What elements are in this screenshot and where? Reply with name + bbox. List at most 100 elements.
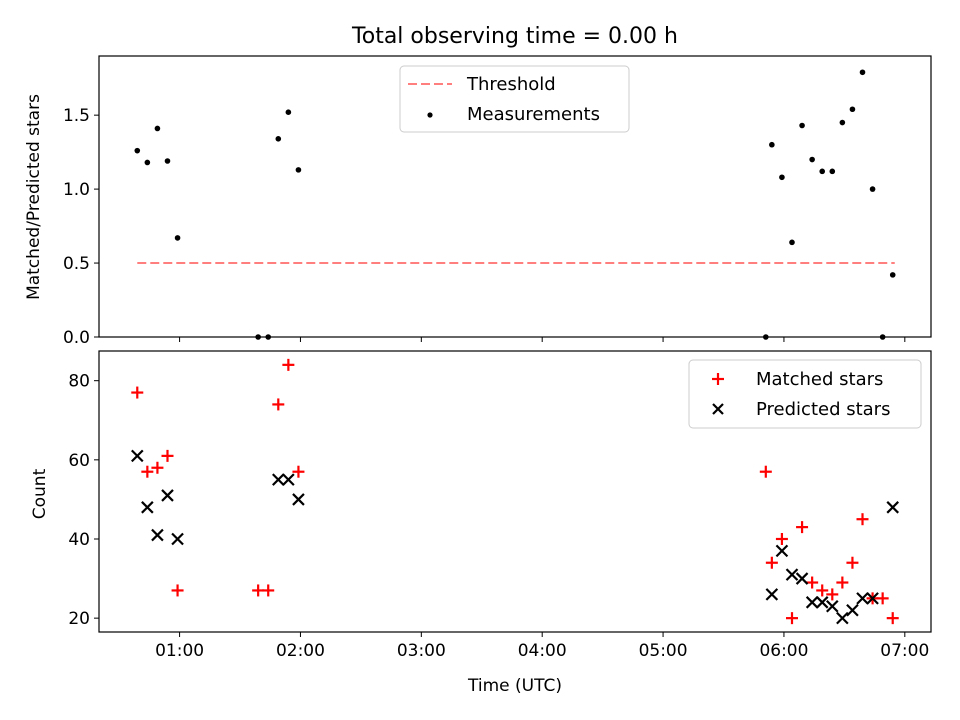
matched-stars-point [141,465,154,478]
predicted-stars-point [846,603,859,617]
ratio-axes: 0.0 0.5 1.0 1.5 [63,106,906,348]
predicted-stars-point [886,501,900,514]
predicted-stars-point [151,528,164,542]
measurements-point [779,174,785,181]
count-axes: 01:00 02:00 03:00 04:00 05:00 06:00 07:00 20 40 6… [68,372,929,661]
legend-matched-swatch [712,373,724,385]
matched-stars-point [282,358,295,371]
measurements-point [769,141,775,148]
count-axes-frame [98,350,932,633]
predicted-stars-point [272,473,285,486]
matched-stars-point [759,465,772,478]
ratio-legend-box [399,65,630,133]
legend-matched-label: Matched stars [756,369,883,390]
count-legend: Matched stars Predicted stars [688,359,922,429]
matched-stars-point [836,576,849,589]
count-y-tick-label: 20 [68,609,90,629]
matched-stars-point [171,584,184,597]
matched-stars-point [775,532,788,545]
ratio-legend: Threshold Measurements [399,65,630,133]
measurements-point [859,69,866,76]
measurements-point [819,168,826,175]
ratio-y-tick-label: 1.5 [63,106,90,126]
matched-stars-point [252,584,265,597]
x-tick-label: 06:00 [759,641,808,661]
matched-stars-point [765,556,778,569]
matched-stars-point [131,386,144,399]
x-tick-label: 05:00 [639,641,688,661]
measurements-point [849,106,856,113]
count-plot-area [130,358,900,625]
count-y-tick-label: 40 [68,530,90,550]
legend-measurements-swatch [427,112,433,118]
predicted-stars-point [141,501,154,514]
measurements-point [809,156,815,163]
measurements-point [295,167,302,173]
matched-stars-point [876,592,889,605]
legend-threshold-label: Threshold [466,74,556,95]
matched-stars-point [262,584,275,597]
predicted-stars-point [785,568,799,581]
x-tick-label: 02:00 [276,641,325,661]
legend-predicted-label: Predicted stars [756,399,890,420]
measurements-point [829,168,836,175]
ratio-y-tick-label: 0.0 [63,328,90,348]
ratio-y-axis-label: Matched/Predicted stars [24,94,44,300]
predicted-stars-point [765,588,779,601]
x-tick-label: 07:00 [880,641,929,661]
legend-predicted-swatch [712,403,724,415]
predicted-stars-point [856,592,869,605]
measurements-point [889,272,896,278]
predicted-stars-point [171,532,184,546]
matched-stars-point [886,612,899,625]
count-y-tick-label: 60 [68,451,90,471]
x-tick-label: 03:00 [397,641,446,661]
predicted-stars-point [775,544,789,558]
ratio-y-tick-label: 1.0 [63,180,90,200]
matched-stars-point [826,588,839,601]
predicted-stars-point [826,599,839,613]
matched-stars-point [846,556,859,569]
ratio-axes-frame [98,55,932,338]
matched-stars-point [272,398,285,411]
measurements-point [164,158,171,164]
count-y-axis-label: Count [30,468,50,519]
matched-stars-point [856,513,869,526]
x-tick-label: 01:00 [155,641,204,661]
measurements-point [789,239,795,246]
count-legend-box [688,359,922,429]
chart-title: Total observing time = 0.00 h [351,24,678,49]
measurements-point [144,159,151,166]
measurements-point [285,109,292,115]
predicted-stars-point [292,493,305,506]
count-y-tick-label: 80 [68,372,90,392]
matched-stars-point [785,612,798,625]
matched-stars-point [151,461,164,474]
matched-stars-point [796,521,809,534]
measurements-point [154,125,161,132]
measurements-point [174,235,181,241]
measurements-point [275,136,282,142]
predicted-stars-point [130,449,144,463]
x-tick-label: 04:00 [518,641,567,661]
matched-stars-point [816,584,829,597]
predicted-stars-point [836,611,849,625]
measurements-point [839,119,846,126]
ratio-panel: 0.0 0.5 1.0 1.5 Matched/Predicted stars Thr… [24,55,932,348]
predicted-stars-point [866,592,879,605]
measurements-point [869,186,876,192]
predicted-stars-point [815,596,829,609]
measurements-point [134,147,141,154]
x-axis-label: Time (UTC) [467,676,562,696]
count-panel: 01:00 02:00 03:00 04:00 05:00 06:00 07:00 20 40 6… [30,350,932,696]
measurements-point [799,122,805,129]
matched-stars-point [806,576,819,589]
legend-measurements-label: Measurements [467,104,600,125]
matched-stars-point [161,449,174,462]
matched-stars-point [292,465,305,478]
predicted-stars-point [161,489,174,502]
predicted-stars-point [282,473,295,486]
ratio-y-tick-label: 0.5 [63,254,90,274]
predicted-stars-point [795,572,809,585]
